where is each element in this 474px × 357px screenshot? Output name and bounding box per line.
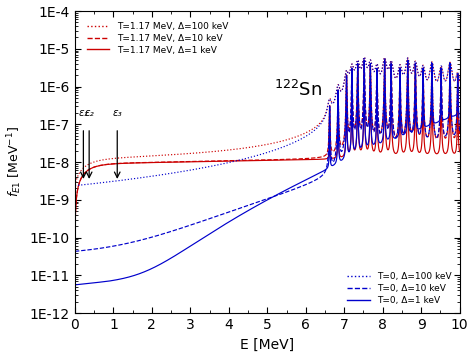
Y-axis label: $f_{E1}$ [MeV$^{-1}$]: $f_{E1}$ [MeV$^{-1}$] <box>6 127 24 197</box>
Text: ε₂: ε₂ <box>84 108 94 118</box>
Text: $^{122}$Sn: $^{122}$Sn <box>274 80 322 100</box>
Text: ε₁: ε₁ <box>79 108 88 118</box>
Text: ε₃: ε₃ <box>112 108 122 118</box>
X-axis label: E [MeV]: E [MeV] <box>240 337 294 351</box>
Legend: T=0, Δ=100 keV, T=0, Δ=10 keV, T=0, Δ=1 keV: T=0, Δ=100 keV, T=0, Δ=10 keV, T=0, Δ=1 … <box>344 269 455 308</box>
